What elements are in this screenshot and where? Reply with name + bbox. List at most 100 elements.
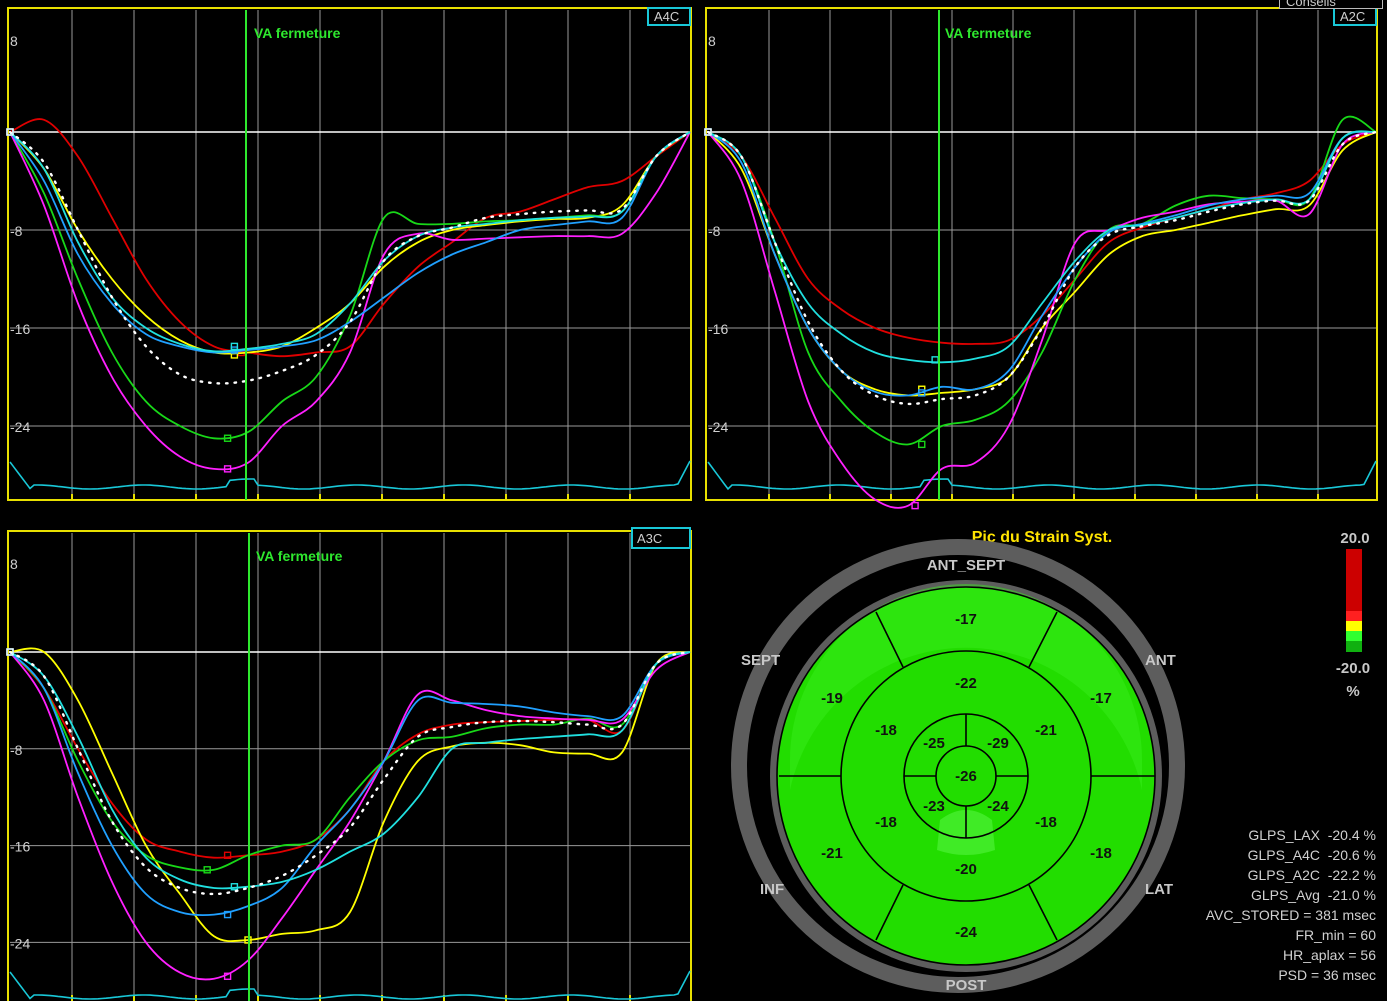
strain-curve-cyan (9, 131, 691, 353)
peak-marker-green (203, 866, 211, 874)
peak-marker-magenta (223, 972, 232, 980)
segment-mid-inf: -18 (875, 814, 897, 831)
stat-avc-stored: AVC_STORED = 381 msec (1206, 907, 1376, 923)
scale-green (1346, 641, 1362, 652)
stat-psd: PSD = 36 msec (1278, 967, 1376, 983)
y-tick-label: 8 (10, 556, 18, 572)
scale-light-red (1346, 611, 1362, 621)
a4c-ecg-trace (9, 460, 691, 490)
strain-curve-red (707, 131, 1377, 345)
scale-yellow (1346, 621, 1362, 631)
strain-curve-white-dotted (8, 650, 692, 896)
stat-fr-min: FR_min = 60 (1295, 927, 1376, 943)
strain-curve-green (707, 115, 1377, 446)
strain-curve-green (9, 131, 691, 440)
a3c-avc-marker: VA fermeture (248, 533, 343, 1001)
segment-mid-lat: -18 (1035, 814, 1057, 831)
wall-label-ant-sept: ANT_SEPT (927, 557, 1005, 574)
bullseye-segment-values: -17 -17 -18 -24 -21 -19 -22 -21 -18 -20 … (821, 611, 1112, 941)
strain-curve-blue (9, 651, 691, 917)
conseils-button[interactable]: Conseils (1279, 0, 1383, 9)
strain-curve-blue (707, 130, 1377, 397)
a2c-y-ticks: 8 -8 -16 -24 (708, 33, 728, 435)
scale-light-green (1346, 631, 1362, 641)
strain-curve-magenta (9, 651, 691, 981)
segment-mid-ant-sept: -22 (955, 675, 977, 692)
peak-marker-blue (918, 389, 926, 397)
wall-label-ant: ANT (1145, 652, 1176, 669)
a3c-avc-label: VA fermeture (256, 548, 343, 564)
segment-apical-ant: -29 (987, 735, 1009, 752)
segment-basal-lat: -18 (1090, 845, 1112, 862)
a4c-plot-frame (7, 7, 692, 501)
peak-marker-green (223, 434, 232, 442)
strain-curve-white-dotted (8, 130, 692, 385)
a3c-plot-frame (7, 530, 692, 1001)
a4c-strain-panel: VA fermeture 8 -8 -16 -24 A4C (6, 7, 692, 501)
ecg-line (9, 460, 691, 490)
strain-curve-yellow (9, 647, 691, 943)
peak-marker-blue (223, 910, 232, 919)
a2c-strain-curves (704, 115, 1378, 510)
strain-curve-white-dotted (706, 130, 1378, 406)
a4c-avc-label: VA fermeture (254, 25, 341, 41)
wall-label-post: POST (946, 977, 987, 994)
segment-basal-inf: -21 (821, 845, 843, 862)
strain-curve-cyan (707, 130, 1377, 364)
a4c-strain-curves (6, 118, 692, 473)
y-tick-label: -16 (10, 839, 30, 855)
bullseye-title: Pic du Strain Syst. (972, 529, 1112, 546)
a3c-view-tag[interactable] (631, 527, 691, 549)
a3c-grid (10, 533, 690, 1001)
bullseye-plot: Pic du Strain Syst. -17 -17 -18 -24 (731, 529, 1376, 994)
stat-glps-avg: GLPS_Avg -21.0 % (1251, 887, 1376, 903)
a3c-strain-curves (6, 647, 692, 981)
segment-apex: -26 (955, 768, 977, 785)
y-tick-label: -8 (708, 223, 721, 239)
strain-curve-blue (9, 131, 691, 354)
ecg-line (9, 970, 691, 1000)
a3c-view-tag-label: A3C (637, 531, 662, 546)
bullseye-wall-labels: ANT_SEPT ANT LAT POST INF SEPT (741, 557, 1176, 994)
strain-curve-yellow (707, 131, 1377, 397)
segment-basal-post: -24 (955, 924, 977, 941)
global-strain-stats: GLPS_LAX -20.4 % GLPS_A4C -20.6 % GLPS_A… (1206, 827, 1376, 983)
a2c-plot-frame (705, 7, 1378, 501)
peak-marker-magenta (223, 465, 232, 473)
strain-curve-red (9, 118, 691, 358)
segment-apical-sept: -25 (923, 735, 945, 752)
y-tick-label: -8 (10, 223, 23, 239)
a2c-strain-panel: VA fermeture 8 -8 -16 -24 A2C (704, 7, 1378, 510)
curve-start-marker (704, 128, 712, 136)
wall-label-sept: SEPT (741, 652, 780, 669)
y-tick-label: 8 (708, 33, 716, 49)
a4c-view-tag[interactable] (647, 7, 691, 26)
peak-marker-cyan (230, 883, 239, 891)
curve-start-marker (6, 648, 14, 656)
stat-glps-a4c: GLPS_A4C -20.6 % (1248, 847, 1376, 863)
a2c-view-tag-label: A2C (1340, 9, 1365, 24)
a3c-strain-panel: VA fermeture 8 -8 -16 -24 A3C (6, 527, 692, 1001)
strain-curve-magenta (9, 131, 691, 471)
scale-red (1346, 549, 1362, 611)
bullseye-outer-ring (731, 539, 1185, 993)
a4c-view-tag-label: A4C (654, 9, 679, 24)
a4c-grid (10, 10, 690, 500)
peak-marker-green (918, 440, 926, 449)
segment-basal-ant: -17 (1090, 690, 1112, 707)
peak-marker-magenta (911, 501, 919, 510)
a4c-y-ticks: 8 -8 -16 -24 (10, 33, 30, 435)
a2c-ecg-trace (707, 460, 1377, 491)
wall-label-lat: LAT (1145, 881, 1173, 898)
scale-top-label: 20.0 (1340, 530, 1369, 547)
segment-mid-post: -20 (955, 861, 977, 878)
stat-glps-a2c: GLPS_A2C -22.2 % (1248, 867, 1376, 883)
segment-apical-lat: -24 (987, 798, 1009, 815)
ecg-line (707, 460, 1377, 491)
strain-curve-cyan (9, 651, 691, 890)
bullseye-base (777, 587, 1155, 965)
y-tick-label: 8 (10, 33, 18, 49)
a3c-ecg-trace (9, 970, 691, 1000)
a2c-avc-marker: VA fermeture (938, 10, 1032, 500)
